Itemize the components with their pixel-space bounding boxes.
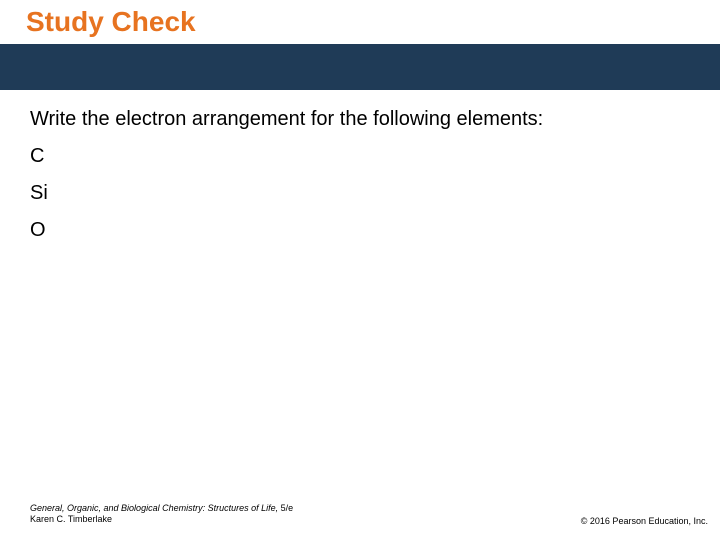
list-item: C bbox=[30, 145, 690, 168]
slide-title: Study Check bbox=[26, 6, 720, 38]
book-author: Karen C. Timberlake bbox=[30, 514, 112, 524]
book-title: General, Organic, and Biological Chemist… bbox=[30, 503, 278, 513]
title-banner bbox=[0, 44, 720, 90]
footer: General, Organic, and Biological Chemist… bbox=[0, 503, 720, 526]
footer-copyright: © 2016 Pearson Education, Inc. bbox=[581, 516, 708, 526]
list-item: O bbox=[30, 219, 690, 242]
footer-left: General, Organic, and Biological Chemist… bbox=[30, 503, 293, 526]
slide: Study Check Write the electron arrangeme… bbox=[0, 0, 720, 540]
body-area: Write the electron arrangement for the f… bbox=[0, 90, 720, 242]
question-prompt: Write the electron arrangement for the f… bbox=[30, 108, 690, 131]
list-item: Si bbox=[30, 182, 690, 205]
title-area: Study Check bbox=[0, 0, 720, 38]
book-edition: 5/e bbox=[278, 503, 293, 513]
element-list: C Si O bbox=[30, 145, 690, 242]
